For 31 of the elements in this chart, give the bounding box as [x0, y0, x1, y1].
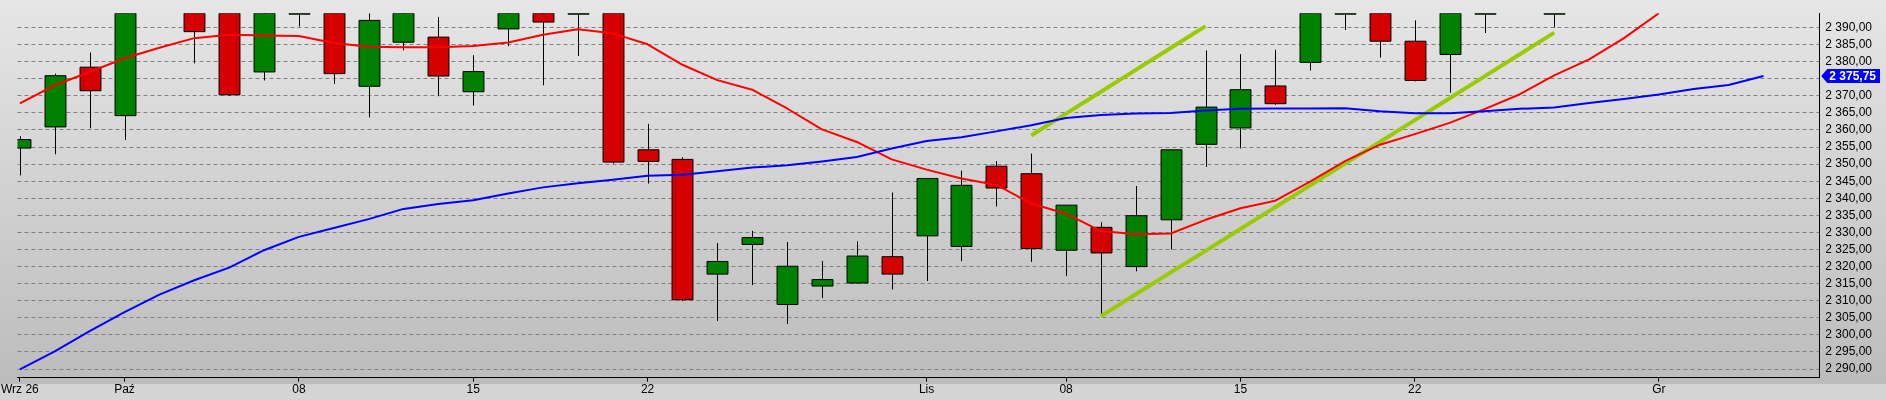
- x-tick-label: 22: [640, 382, 655, 397]
- x-tick-label: 22: [1408, 382, 1422, 397]
- y-tick-label: 2 320,00: [1825, 258, 1873, 273]
- y-tick-label: 2 315,00: [1825, 275, 1873, 290]
- x-tick-label: 15: [1233, 382, 1248, 397]
- y-tick-label: 2 310,00: [1825, 293, 1873, 308]
- y-tick-label: 2 335,00: [1825, 207, 1873, 222]
- y-tick-label: 2 290,00: [1825, 361, 1873, 376]
- y-tick-label: 2 345,00: [1825, 173, 1873, 188]
- y-tick-label: 2 350,00: [1825, 156, 1873, 171]
- y-tick-label: 2 385,00: [1825, 36, 1873, 51]
- x-tick-label: Wrz 26: [1, 382, 40, 397]
- x-tick-label: Gr: [1652, 382, 1666, 397]
- y-tick-label: 2 370,00: [1825, 88, 1873, 103]
- y-tick-label: 2 325,00: [1825, 241, 1873, 256]
- x-tick-label: Paź: [114, 382, 135, 397]
- y-tick-label: 2 365,00: [1825, 105, 1873, 120]
- y-tick-label: 2 355,00: [1825, 139, 1873, 154]
- text: 2 375,75: [1829, 69, 1877, 84]
- y-tick-label: 2 340,00: [1825, 190, 1873, 205]
- y-tick-label: 2 300,00: [1825, 327, 1873, 342]
- y-tick-label: 2 380,00: [1825, 54, 1873, 69]
- y-tick-label: 2 390,00: [1825, 19, 1873, 34]
- x-tick-label: 08: [1059, 382, 1074, 397]
- x-tick-label: 08: [292, 382, 306, 397]
- y-tick-label: 2 295,00: [1825, 344, 1873, 359]
- y-tick-label: 2 330,00: [1825, 224, 1873, 239]
- y-tick-label: 2 360,00: [1825, 122, 1873, 137]
- y-tick-label: 2 305,00: [1825, 310, 1873, 325]
- x-tick-label: 15: [466, 382, 481, 397]
- x-tick-label: Lis: [918, 382, 935, 397]
